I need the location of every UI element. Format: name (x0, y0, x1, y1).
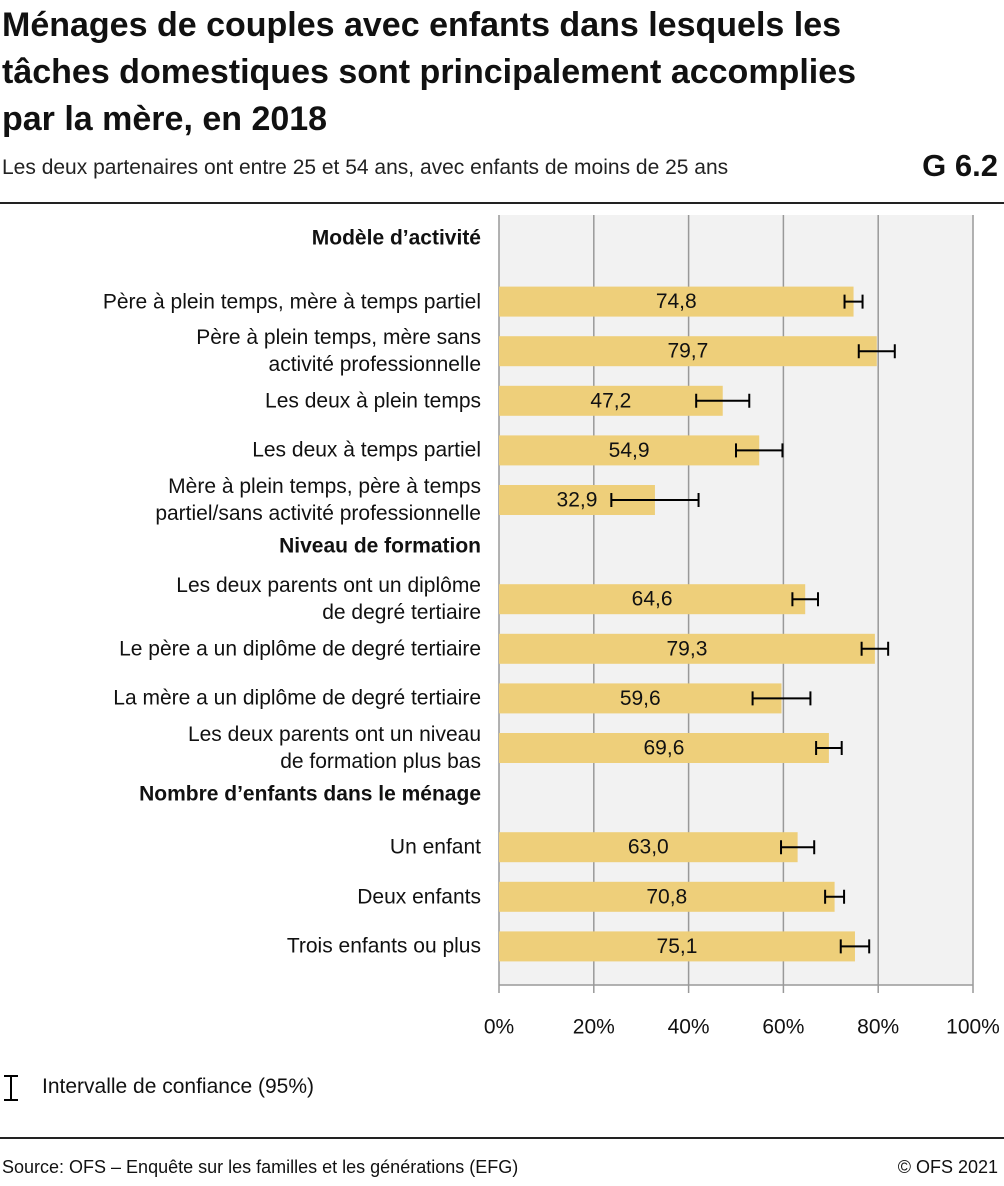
bar (499, 881, 835, 912)
error-bar (751, 691, 812, 706)
y-tick-label: Trois enfants ou plus (286, 934, 481, 958)
value-label: 54,9 (609, 439, 650, 462)
error-bar (857, 344, 896, 359)
y-tick-label: Deux enfants (357, 885, 481, 909)
group-header: Niveau de formation (279, 534, 481, 558)
group-header: Modèle d’activité (311, 226, 481, 250)
legend-icon (4, 1075, 18, 1101)
bar (499, 286, 854, 317)
error-bar (839, 939, 871, 954)
chart-number: G 6.2 (922, 148, 998, 183)
y-tick-label: Les deux parents ont un niveau de format… (187, 723, 481, 773)
y-tick-label: La mère a un diplôme de degré tertiaire (113, 686, 481, 710)
value-label: 32,9 (557, 489, 598, 512)
bar (499, 584, 806, 615)
chart-subtitle: Les deux partenaires ont entre 25 et 54 … (2, 156, 729, 179)
bar (499, 733, 829, 763)
error-bar (824, 889, 846, 904)
source: Source: OFS – Enquête sur les familles e… (2, 1157, 519, 1177)
value-label: 64,6 (632, 588, 673, 611)
error-bar (735, 443, 784, 458)
y-tick-label: Les deux à plein temps (265, 389, 481, 413)
y-tick-label: Les deux à temps partiel (252, 438, 481, 462)
y-tick-label: Les deux parents ont un diplôme de degré… (176, 574, 481, 625)
value-label: 79,7 (667, 340, 708, 363)
value-label: 70,8 (646, 885, 687, 908)
error-bar (780, 840, 816, 855)
bar (499, 633, 875, 664)
y-tick-label: Mère à plein temps, père à temps partiel… (155, 475, 481, 525)
error-bar (610, 493, 700, 507)
y-tick-label: Père à plein temps, mère sans activité p… (196, 326, 481, 377)
x-tick-label: 0% (484, 1016, 514, 1039)
x-tick-label: 100% (946, 1016, 1000, 1039)
bar (499, 385, 723, 416)
error-bar (815, 741, 843, 755)
copyright: © OFS 2021 (897, 1157, 998, 1177)
x-tick-label: 40% (668, 1016, 710, 1039)
error-bar (791, 592, 820, 607)
error-bar (843, 294, 864, 309)
group-header: Nombre d’enfants dans le ménage (139, 782, 481, 806)
bar (499, 832, 798, 863)
value-label: 74,8 (656, 290, 697, 313)
y-tick-label: Le père a un diplôme de degré tertiaire (119, 637, 481, 661)
error-bar (695, 393, 751, 408)
x-tick-label: 80% (857, 1016, 899, 1039)
error-bar (860, 641, 890, 656)
bar (499, 683, 782, 714)
value-label: 75,1 (657, 935, 698, 958)
value-label: 47,2 (590, 389, 631, 412)
bar (499, 435, 760, 466)
value-label: 59,6 (620, 687, 661, 710)
value-label: 79,3 (667, 637, 708, 660)
value-label: 69,6 (644, 737, 685, 760)
y-tick-label: Père à plein temps, mère à temps partiel (102, 290, 481, 314)
bar (499, 931, 855, 962)
x-tick-label: 20% (573, 1016, 615, 1039)
legend-label: Intervalle de confiance (95%) (42, 1075, 314, 1098)
y-tick-label: Un enfant (389, 835, 481, 859)
bar (499, 336, 877, 367)
chart-title: Ménages de couples avec enfants dans les… (2, 6, 857, 138)
x-tick-label: 60% (762, 1016, 804, 1039)
value-label: 63,0 (628, 836, 669, 859)
